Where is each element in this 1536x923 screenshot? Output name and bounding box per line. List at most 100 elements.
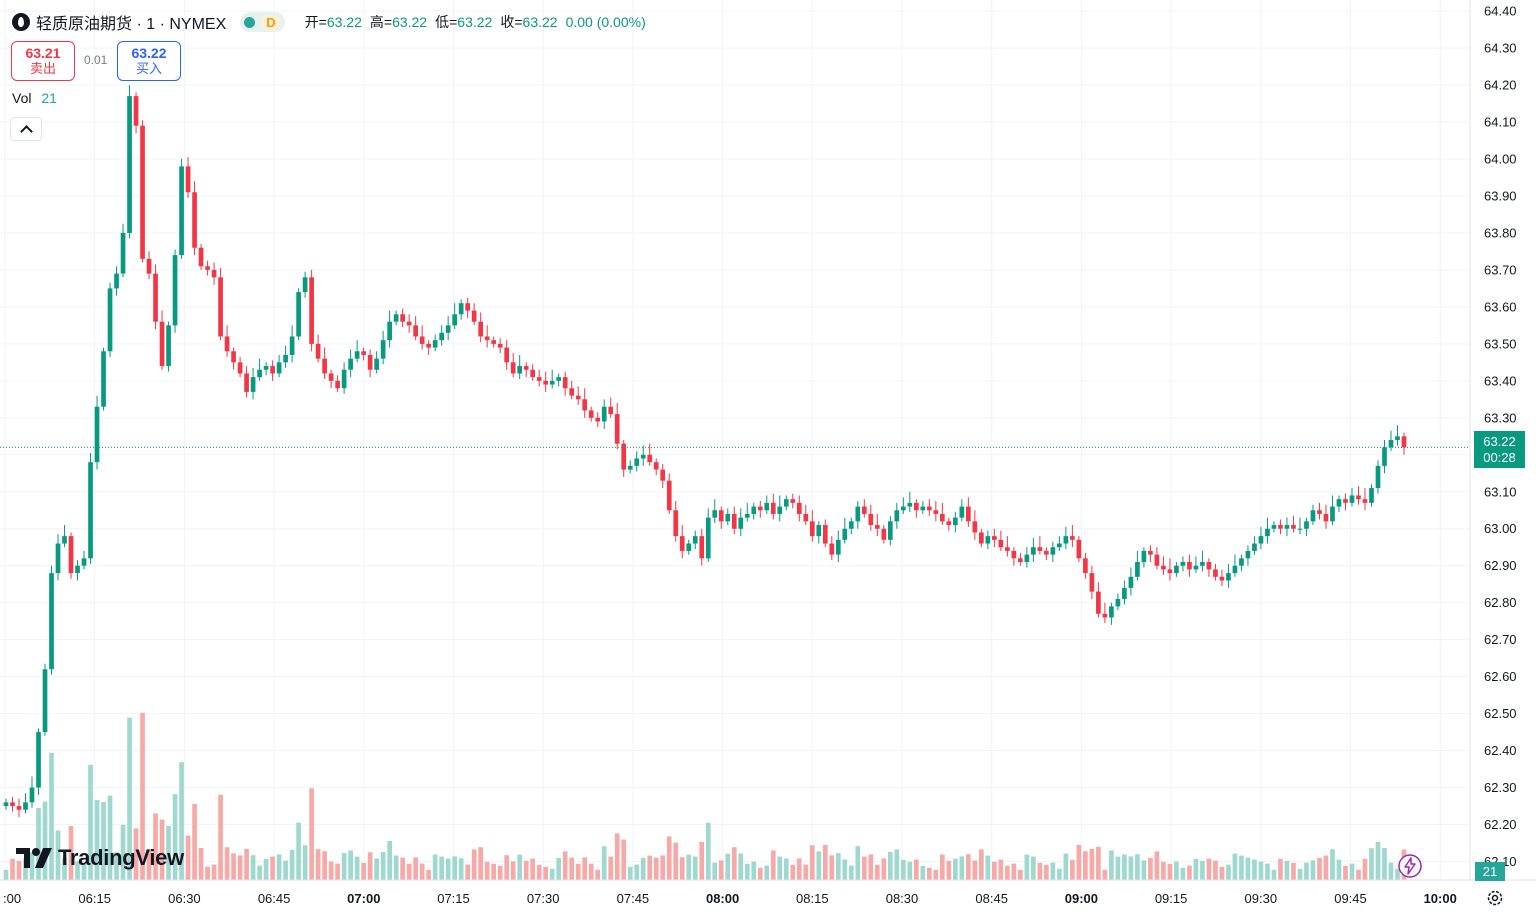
candle-body <box>419 336 425 344</box>
collapse-legend-button[interactable] <box>10 117 42 141</box>
time-tick-label: :00 <box>3 891 21 906</box>
candle-body <box>23 802 28 810</box>
volume-bar <box>1109 850 1114 880</box>
candle-body <box>881 528 887 540</box>
volume-bar <box>751 861 757 880</box>
candle-body <box>1395 436 1400 440</box>
volume-bar <box>848 865 854 880</box>
volume-bar <box>361 862 366 880</box>
time-tick-label: 09:15 <box>1155 891 1188 906</box>
volume-bar <box>920 865 926 880</box>
volume-bar <box>1148 857 1153 880</box>
candle-body <box>1349 495 1355 503</box>
volume-bar <box>1382 848 1387 880</box>
volume-bar <box>335 863 340 880</box>
ohlc-open-value: 63.22 <box>326 14 362 30</box>
volume-bar <box>1388 862 1394 880</box>
candle-body <box>647 454 653 463</box>
candle-body <box>582 399 588 411</box>
ohlc-close-label: 收= <box>500 14 523 30</box>
volume-bar <box>796 858 802 880</box>
volume-bar <box>133 828 139 880</box>
candle-body <box>16 806 22 810</box>
volume-bar <box>1180 867 1186 880</box>
ohlc-close-value: 63.22 <box>522 14 558 30</box>
candle-body <box>244 373 249 392</box>
candle-body <box>861 506 867 514</box>
candle-body <box>1232 565 1238 574</box>
volume-bar <box>1135 854 1140 880</box>
candle-body <box>1317 510 1322 514</box>
buy-button[interactable]: 63.22 买入 <box>117 41 181 81</box>
volume-bar <box>198 848 204 880</box>
candle-body <box>621 443 627 470</box>
candle-body <box>1278 525 1283 529</box>
candle-body <box>211 269 217 278</box>
candle-body <box>848 521 854 529</box>
volume-bar <box>101 802 106 880</box>
lightning-icon[interactable] <box>1398 854 1422 878</box>
candle-body <box>94 406 100 463</box>
volume-bar <box>309 788 314 880</box>
volume-bar <box>1076 845 1082 880</box>
volume-legend[interactable]: Vol 21 <box>12 90 57 106</box>
tradingview-watermark[interactable]: TradingView <box>16 845 184 871</box>
candle-body <box>1284 525 1290 529</box>
volume-bar <box>660 855 666 880</box>
candle-body <box>1213 569 1218 577</box>
candle-body <box>634 458 640 466</box>
volume-bar <box>432 854 438 880</box>
settings-gear-icon[interactable] <box>1486 889 1504 907</box>
candle-body <box>88 462 93 559</box>
candle-body <box>1089 573 1095 592</box>
time-tick-label: 08:30 <box>886 891 919 906</box>
volume-bar <box>744 863 750 880</box>
time-tick-label: 09:30 <box>1245 891 1278 906</box>
volume-bar <box>549 868 555 880</box>
volume-bar <box>29 852 35 880</box>
volume-bar <box>237 855 243 880</box>
candle-body <box>972 521 978 533</box>
market-status-pill[interactable]: D <box>240 12 285 32</box>
volume-bar <box>868 854 874 880</box>
ohlc-low-value: 63.22 <box>457 14 493 30</box>
candle-body <box>81 558 87 566</box>
volume-bar <box>393 855 399 880</box>
volume-bar <box>1317 857 1322 880</box>
volume-bar <box>211 864 217 880</box>
volume-bar <box>1024 854 1030 880</box>
volume-bar <box>1356 869 1361 880</box>
volume-bar <box>81 863 87 880</box>
oil-drop-icon <box>12 13 30 31</box>
volume-bar <box>1193 858 1199 880</box>
time-tick-label: 08:15 <box>796 891 829 906</box>
candle-body <box>1323 513 1329 522</box>
volume-bar <box>1245 857 1251 880</box>
candle-body <box>640 454 646 459</box>
sell-button[interactable]: 63.21 卖出 <box>11 41 75 81</box>
volume-bar <box>374 858 379 880</box>
time-tick-label: 09:00 <box>1065 891 1098 906</box>
candle-body <box>887 521 893 540</box>
candle-body <box>523 366 529 370</box>
volume-bar <box>127 717 132 880</box>
volume-bar <box>1122 854 1127 880</box>
candle-body <box>107 288 113 352</box>
candle-body <box>75 565 80 574</box>
candle-body <box>920 506 926 511</box>
grid-lines <box>0 0 1470 880</box>
price-tick-label: 64.20 <box>1484 78 1517 93</box>
volume-bar <box>887 852 893 880</box>
candle-body <box>387 321 392 341</box>
volume-bar <box>465 864 471 880</box>
volume-bar <box>1369 848 1374 880</box>
symbol-title[interactable]: 轻质原油期货 · 1 · NYMEX <box>36 16 227 33</box>
volume-bar <box>1206 858 1212 880</box>
volume-bar <box>94 800 100 880</box>
candle-body <box>660 469 666 481</box>
volume-bar <box>1375 841 1381 880</box>
volume-bar <box>1258 861 1264 880</box>
candle-body <box>289 336 295 355</box>
